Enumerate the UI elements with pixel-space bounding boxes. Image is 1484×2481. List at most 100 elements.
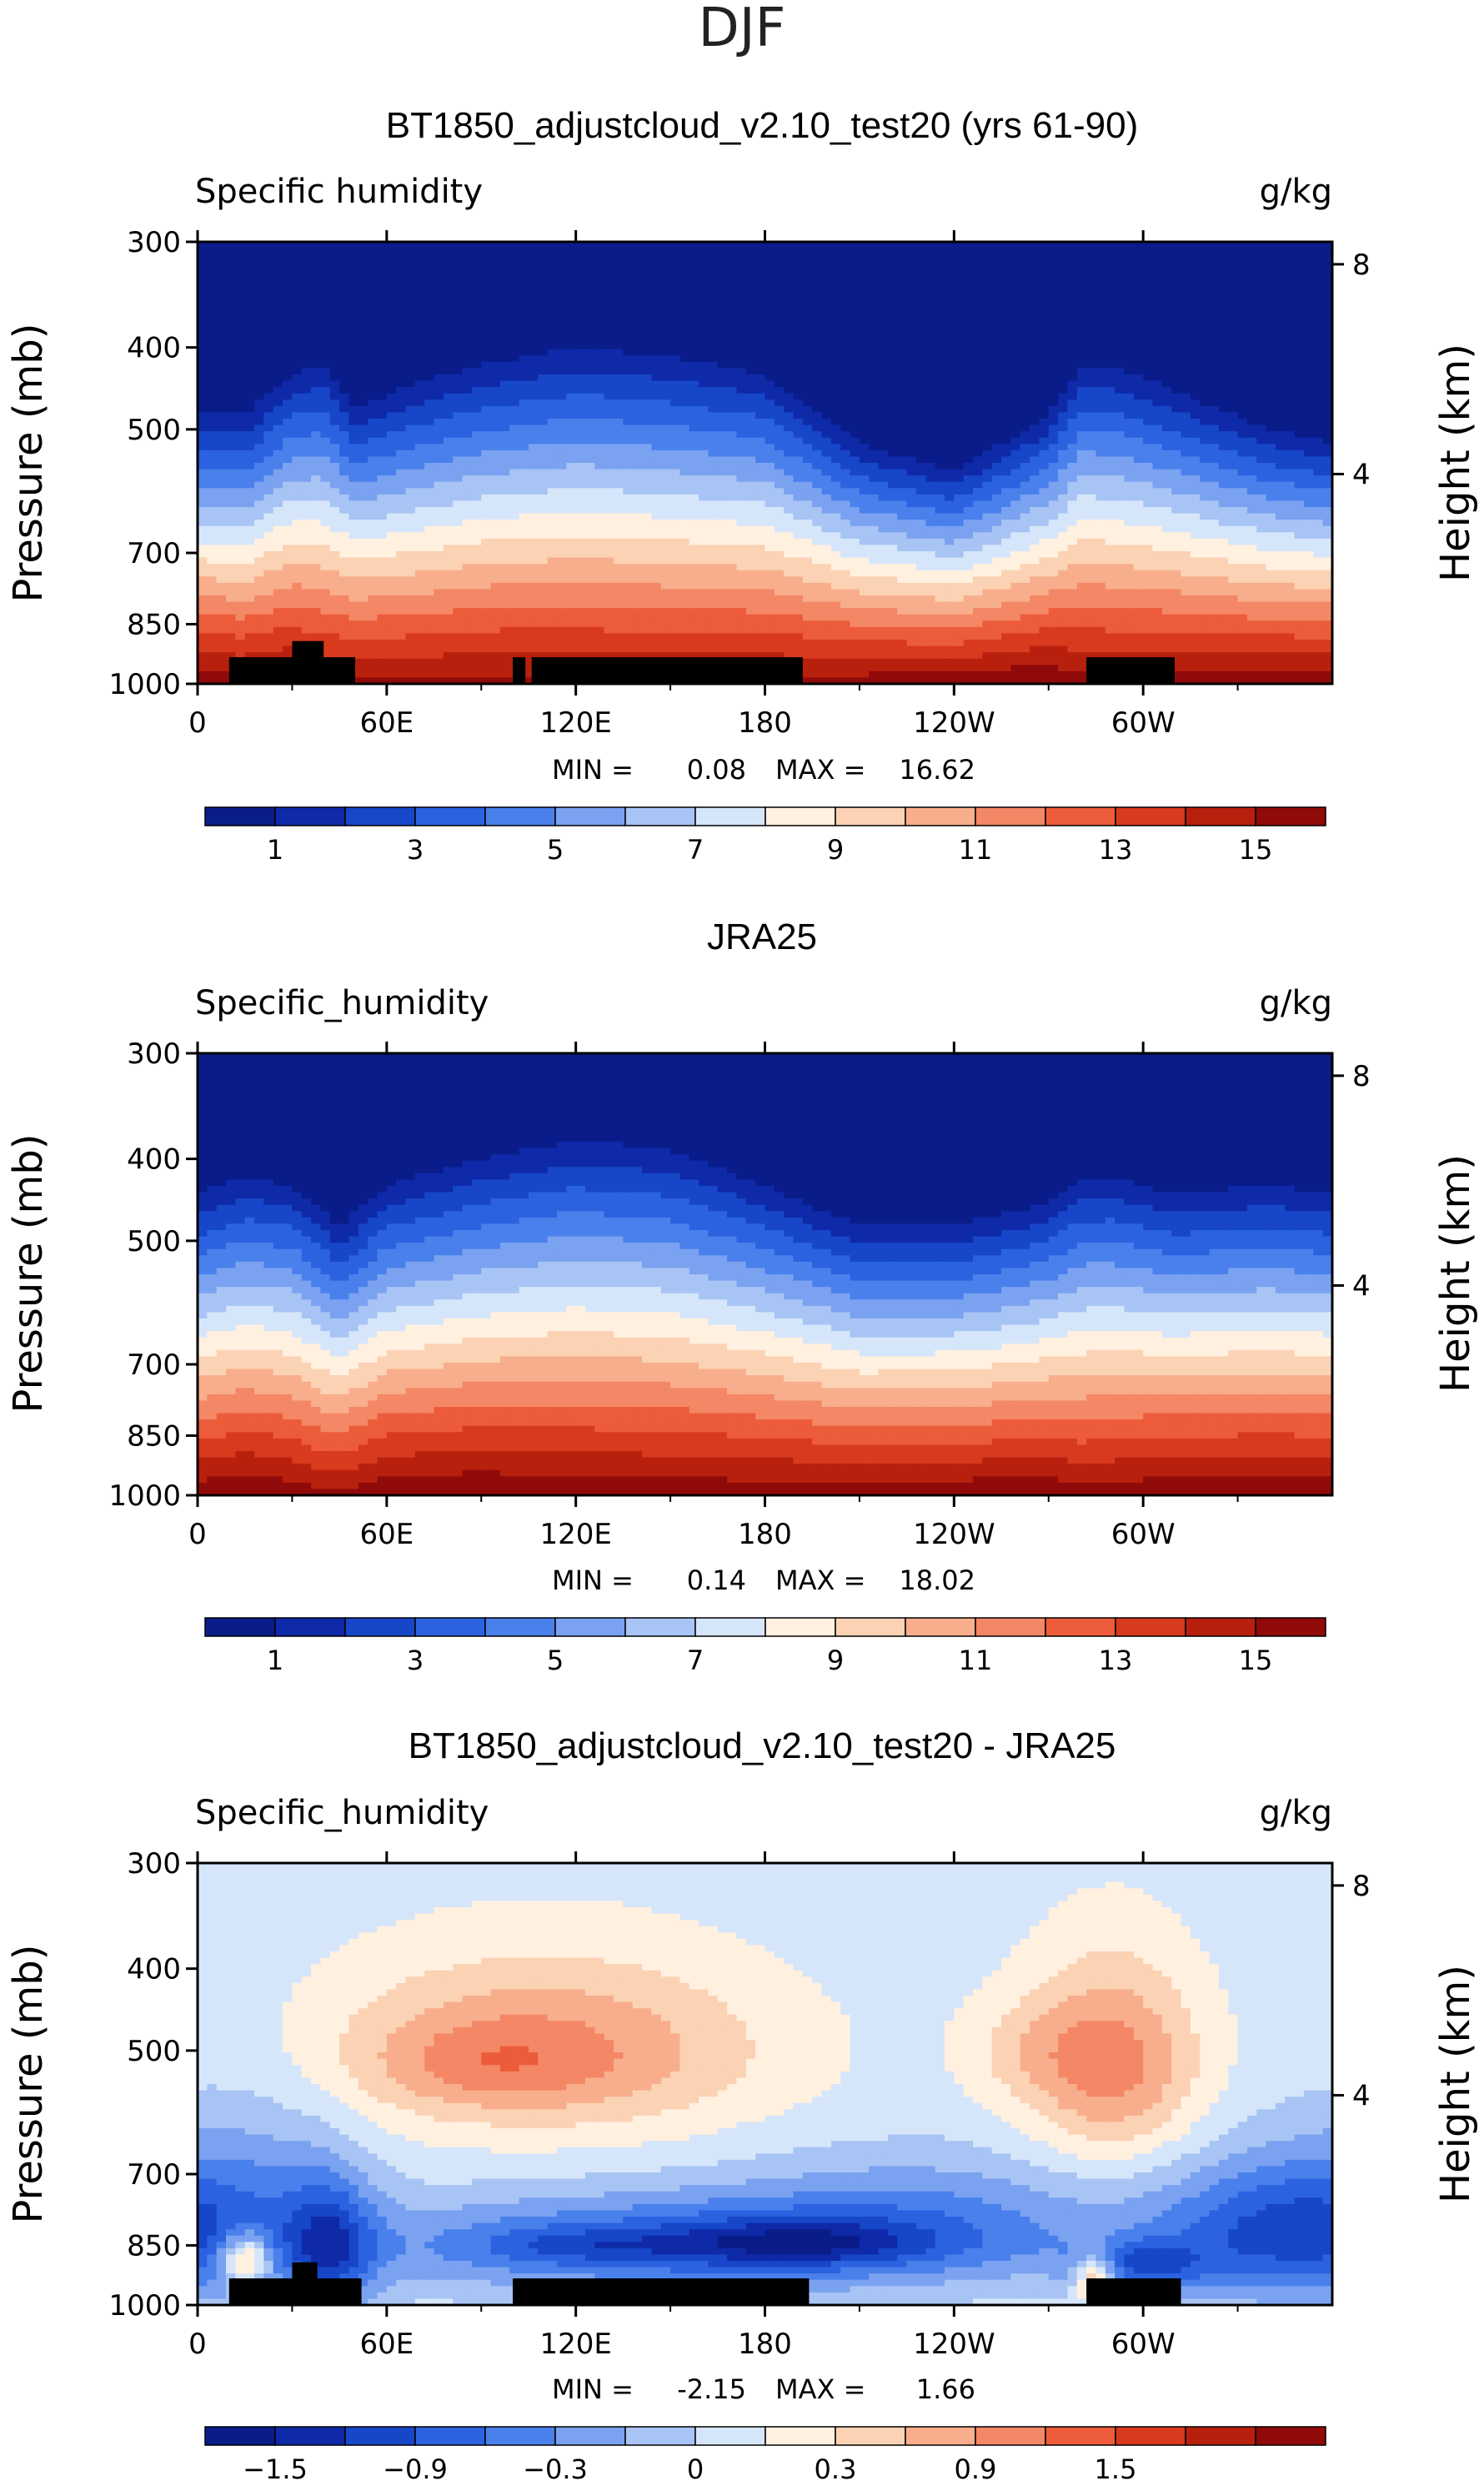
contour-cell xyxy=(499,242,510,249)
contour-cell xyxy=(699,449,709,458)
contour-cell xyxy=(538,419,549,426)
contour-cell xyxy=(254,525,264,533)
contour-cell xyxy=(396,449,407,458)
contour-cell xyxy=(273,538,283,546)
contour-cell xyxy=(348,449,359,458)
contour-cell xyxy=(699,456,709,464)
contour-cell xyxy=(471,444,482,451)
contour-cell xyxy=(755,424,766,432)
contour-cell xyxy=(755,614,766,621)
contour-cell xyxy=(689,242,699,249)
contour-cell xyxy=(575,456,586,464)
contour-cell xyxy=(538,405,549,414)
contour-cell xyxy=(368,677,379,684)
contour-cell xyxy=(405,626,416,635)
contour-cell xyxy=(254,419,264,426)
contour-cell xyxy=(614,387,624,394)
contour-cell xyxy=(434,431,444,439)
contour-cell xyxy=(727,361,738,369)
contour-cell xyxy=(471,317,482,325)
contour-cell xyxy=(453,456,464,464)
contour-cell xyxy=(821,469,832,476)
contour-cell xyxy=(301,582,312,590)
contour-cell xyxy=(812,242,823,249)
contour-cell xyxy=(614,525,624,533)
contour-cell xyxy=(235,444,246,451)
contour-cell xyxy=(263,267,274,274)
contour-cell xyxy=(585,324,595,331)
contour-cell xyxy=(830,488,841,495)
contour-cell xyxy=(235,419,246,426)
contour-cell xyxy=(840,576,851,584)
contour-cell xyxy=(273,626,283,635)
contour-cell xyxy=(263,361,274,369)
contour-cell xyxy=(556,343,567,350)
contour-cell xyxy=(869,343,880,350)
contour-cell xyxy=(235,557,246,565)
contour-cell xyxy=(850,551,860,559)
contour-cell xyxy=(509,449,520,458)
contour-cell xyxy=(434,608,444,615)
contour-cell xyxy=(802,513,813,520)
contour-cell xyxy=(453,608,464,615)
contour-cell xyxy=(283,595,293,603)
contour-cell xyxy=(594,279,605,287)
contour-cell xyxy=(812,620,823,628)
contour-cell xyxy=(755,564,766,571)
contour-cell xyxy=(311,444,322,451)
contour-cell xyxy=(509,304,520,312)
contour-cell xyxy=(329,488,340,495)
contour-cell xyxy=(538,424,549,432)
contour-cell xyxy=(226,626,236,635)
contour-cell xyxy=(263,595,274,603)
contour-cell xyxy=(859,677,870,684)
contour-cell xyxy=(802,399,813,407)
contour-cell xyxy=(244,620,255,628)
contour-cell xyxy=(765,576,775,584)
contour-cell xyxy=(614,412,624,419)
contour-cell xyxy=(556,614,567,621)
contour-cell xyxy=(793,463,804,470)
contour-cell xyxy=(405,349,416,356)
contour-cell xyxy=(585,399,595,407)
contour-cell xyxy=(358,242,368,249)
contour-cell xyxy=(623,513,634,520)
contour-cell xyxy=(339,343,350,350)
contour-cell xyxy=(254,488,264,495)
contour-cell xyxy=(216,481,227,489)
contour-cell xyxy=(774,248,785,255)
contour-cell xyxy=(708,336,719,344)
contour-cell xyxy=(198,595,208,603)
contour-cell xyxy=(263,633,274,640)
contour-cell xyxy=(830,336,841,344)
contour-cell xyxy=(594,248,605,255)
contour-cell xyxy=(509,570,520,577)
contour-cell xyxy=(774,488,785,495)
contour-cell xyxy=(660,507,671,515)
contour-cell xyxy=(859,620,870,628)
contour-cell xyxy=(292,336,303,344)
contour-cell xyxy=(623,640,634,647)
contour-cell xyxy=(462,431,473,439)
contour-cell xyxy=(793,267,804,274)
contour-cell xyxy=(386,330,397,338)
contour-cell xyxy=(840,336,851,344)
contour-cell xyxy=(689,304,699,312)
contour-cell xyxy=(745,399,756,407)
contour-cell xyxy=(793,380,804,388)
contour-cell xyxy=(774,570,785,577)
contour-cell xyxy=(717,399,728,407)
contour-cell xyxy=(301,444,312,451)
contour-cell xyxy=(368,456,379,464)
contour-cell xyxy=(556,412,567,419)
contour-cell xyxy=(443,387,454,394)
contour-cell xyxy=(765,564,775,571)
contour-cell xyxy=(623,507,634,515)
contour-cell xyxy=(244,507,255,515)
contour-cell xyxy=(717,349,728,356)
contour-cell xyxy=(774,254,785,262)
contour-cell xyxy=(377,361,388,369)
contour-cell xyxy=(575,399,586,407)
contour-cell xyxy=(670,608,681,615)
contour-cell xyxy=(471,254,482,262)
